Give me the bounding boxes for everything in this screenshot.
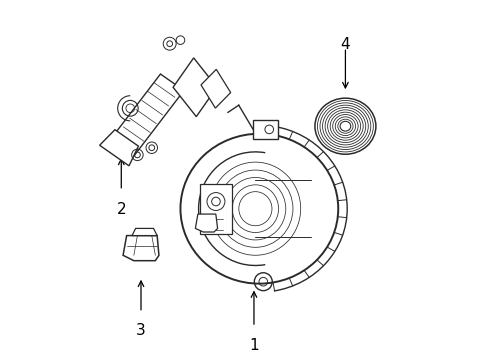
Polygon shape [132,228,157,235]
Polygon shape [173,58,217,117]
Text: 2: 2 [117,202,126,216]
Polygon shape [201,69,231,108]
Polygon shape [253,120,278,139]
Polygon shape [123,235,159,261]
Polygon shape [196,214,218,232]
Ellipse shape [180,134,338,284]
Text: 3: 3 [136,323,146,338]
Ellipse shape [340,121,351,131]
Polygon shape [108,74,184,159]
Text: 4: 4 [341,37,350,51]
Text: 1: 1 [249,338,259,353]
Polygon shape [99,130,138,166]
Polygon shape [200,184,232,234]
